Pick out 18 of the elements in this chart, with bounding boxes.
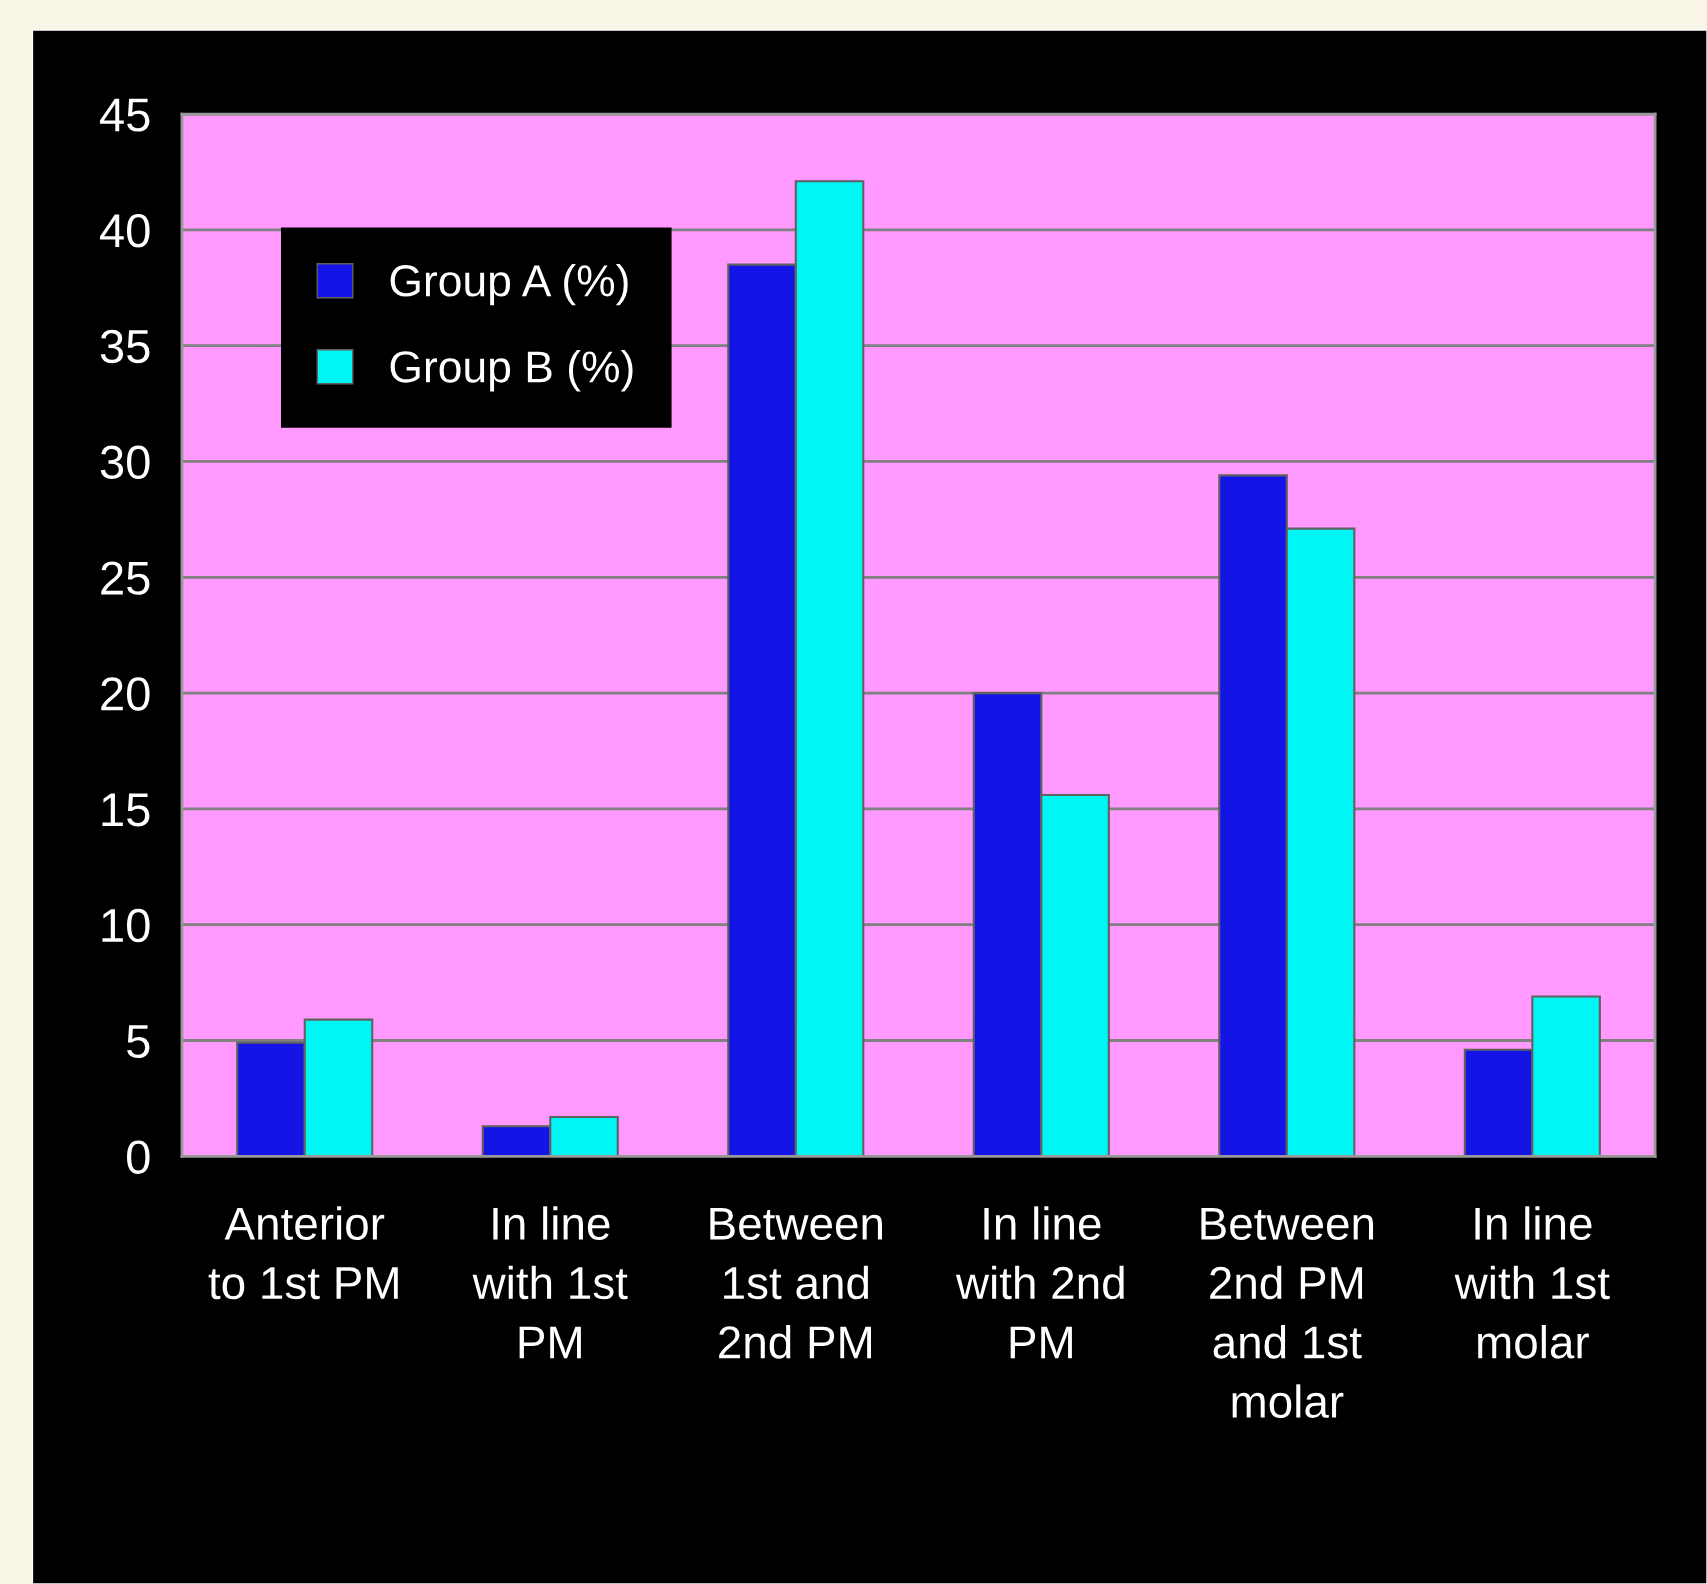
x-tick-label: Anterior to 1st PM <box>208 1206 398 1300</box>
x-tick-label: Between 2nd PM and 1st molar <box>1201 1208 1374 1418</box>
x-tick-label: Between 1st and 2nd PM <box>710 1208 882 1359</box>
y-tick-label: 0 <box>127 1140 150 1174</box>
y-tick-label: 15 <box>102 793 150 827</box>
y-tick-label: 10 <box>102 908 150 943</box>
x-tick-label: In line with 1st molar <box>1454 1206 1610 1359</box>
legend-label: Group A (%) <box>390 263 628 306</box>
x-tick-label: In line with 2nd PM <box>955 1206 1124 1359</box>
y-tick-label: 35 <box>100 329 150 364</box>
y-tick-label: 30 <box>100 445 150 480</box>
y-tick-label: 40 <box>99 213 150 248</box>
y-tick-label: 5 <box>127 1025 150 1059</box>
y-tick-label: 25 <box>101 561 150 595</box>
y-tick-label: 20 <box>101 677 150 711</box>
x-tick-label: In line with 1st PM <box>472 1206 628 1359</box>
y-tick-label: 45 <box>99 98 150 132</box>
legend-label: Group B (%) <box>390 350 633 392</box>
